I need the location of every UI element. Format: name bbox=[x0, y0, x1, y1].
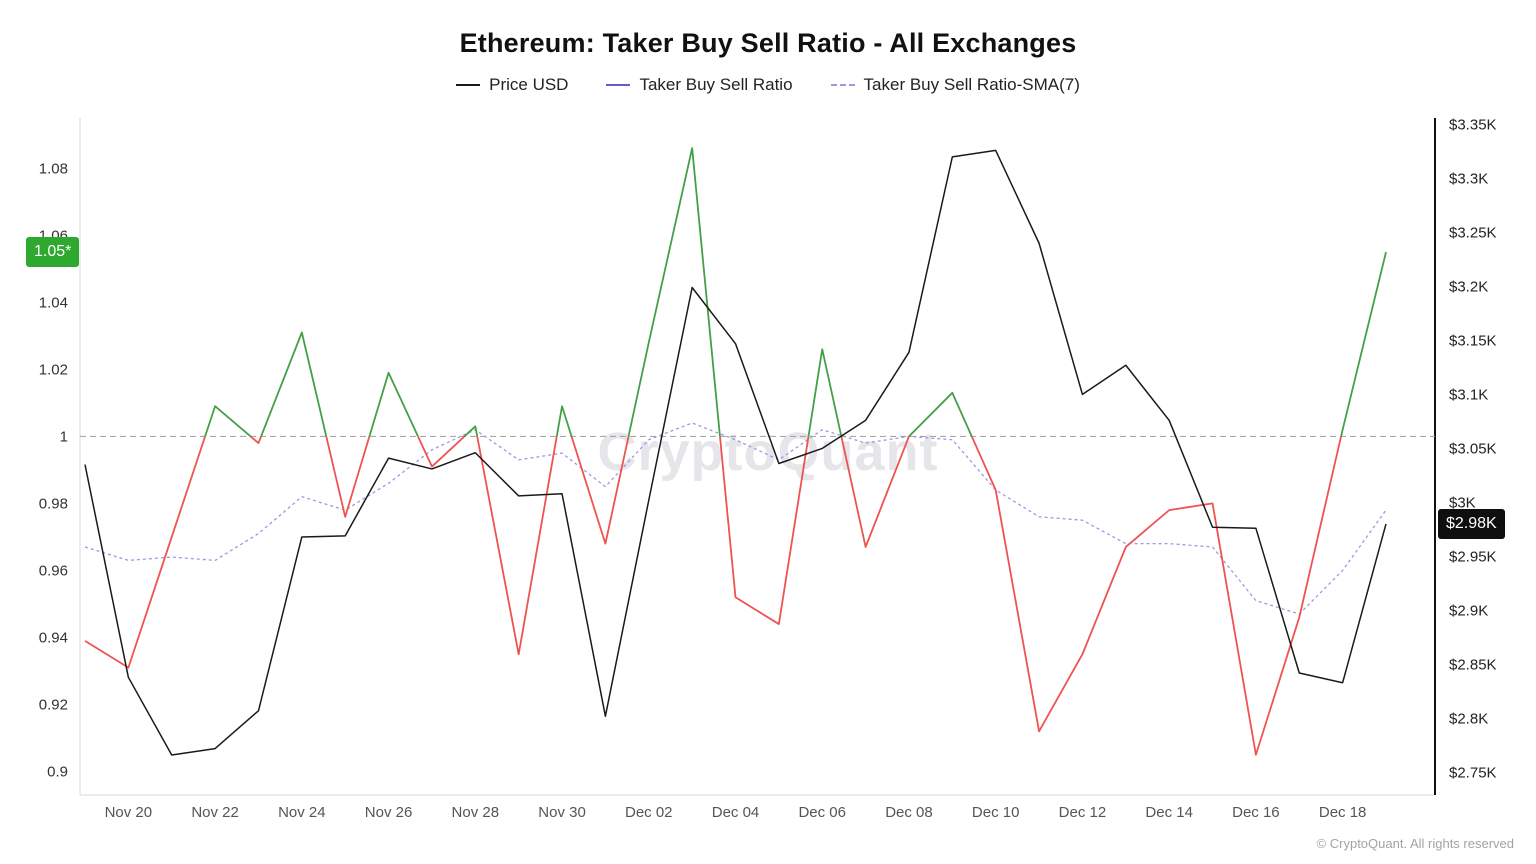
x-axis-tick-label: Dec 08 bbox=[885, 804, 933, 821]
x-axis-tick-label: Nov 24 bbox=[278, 804, 326, 821]
ratio-line-below-1 bbox=[84, 436, 1343, 756]
y-axis-left-tick-label: 1.08 bbox=[39, 160, 68, 177]
x-axis-tick-label: Nov 30 bbox=[538, 804, 586, 821]
y-axis-right-tick-label: $3.05K bbox=[1449, 440, 1497, 457]
sma-line-swatch bbox=[830, 84, 855, 86]
x-axis-tick-label: Nov 26 bbox=[365, 804, 413, 821]
ratio-line-swatch bbox=[606, 84, 631, 86]
legend-label-sma: Taker Buy Sell Ratio-SMA(7) bbox=[863, 75, 1080, 94]
page-title: Ethereum: Taker Buy Sell Ratio - All Exc… bbox=[459, 28, 1077, 58]
price-line-swatch bbox=[456, 84, 481, 86]
x-axis-tick-label: Dec 18 bbox=[1319, 804, 1367, 821]
y-axis-right-tick-label: $2.95K bbox=[1449, 548, 1497, 565]
price-last-value-badge: $2.98K bbox=[1438, 508, 1505, 539]
x-axis-tick-label: Nov 28 bbox=[452, 804, 500, 821]
x-axis-tick-label: Nov 20 bbox=[105, 804, 153, 821]
y-axis-right-tick-label: $3.1K bbox=[1449, 386, 1488, 403]
x-axis-tick-label: Dec 10 bbox=[972, 804, 1020, 821]
x-axis-tick-label: Dec 06 bbox=[798, 804, 846, 821]
sma-line bbox=[84, 422, 1387, 615]
x-axis-tick-label: Dec 16 bbox=[1232, 804, 1280, 821]
x-axis-tick-label: Dec 12 bbox=[1059, 804, 1107, 821]
legend-label-price: Price USD bbox=[489, 75, 569, 94]
x-axis-tick-label: Dec 04 bbox=[712, 804, 760, 821]
y-axis-right-tick-label: $2.9K bbox=[1449, 602, 1488, 619]
y-axis-left-tick-label: 0.92 bbox=[39, 697, 68, 714]
y-axis-right-tick-label: $3.15K bbox=[1449, 332, 1497, 349]
y-axis-left-tick-label: 1.02 bbox=[39, 361, 68, 378]
price-line bbox=[84, 149, 1387, 756]
y-axis-left-tick-label: 0.9 bbox=[47, 764, 68, 781]
chart-legend: Price USD Taker Buy Sell Ratio Taker Buy… bbox=[0, 75, 1536, 95]
y-axis-right-tick-label: $2.85K bbox=[1449, 656, 1497, 673]
y-axis-right-tick-label: $3.2K bbox=[1449, 278, 1488, 295]
y-axis-right-tick-label: $2.8K bbox=[1449, 710, 1488, 727]
y-axis-right-tick-label: $3.35K bbox=[1449, 116, 1497, 133]
y-axis-left-tick-label: 1 bbox=[60, 428, 68, 445]
x-axis-tick-label: Dec 02 bbox=[625, 804, 673, 821]
legend-item-price[interactable]: Price USD bbox=[456, 75, 568, 95]
y-axis-left-tick-label: 0.98 bbox=[39, 495, 68, 512]
y-axis-right-tick-label: $3.25K bbox=[1449, 224, 1497, 241]
y-axis-right-tick-label: $3K bbox=[1449, 494, 1476, 511]
y-axis-right-tick-label: $3.3K bbox=[1449, 170, 1488, 187]
copyright-notice: © CryptoQuant. All rights reserved bbox=[1316, 836, 1514, 851]
ratio-line-above-1 bbox=[204, 147, 1387, 437]
y-axis-left-tick-label: 0.94 bbox=[39, 629, 68, 646]
ratio-last-value-badge: 1.05* bbox=[26, 237, 80, 268]
legend-item-sma[interactable]: Taker Buy Sell Ratio-SMA(7) bbox=[830, 75, 1080, 95]
x-axis-tick-label: Dec 14 bbox=[1145, 804, 1193, 821]
legend-item-ratio[interactable]: Taker Buy Sell Ratio bbox=[606, 75, 793, 95]
x-axis-tick-label: Nov 22 bbox=[191, 804, 239, 821]
y-axis-left-tick-label: 1.04 bbox=[39, 294, 68, 311]
watermark: CryptoQuant bbox=[598, 422, 939, 482]
legend-label-ratio: Taker Buy Sell Ratio bbox=[639, 75, 793, 94]
y-axis-left-tick-label: 0.96 bbox=[39, 562, 68, 579]
y-axis-right-tick-label: $2.75K bbox=[1449, 764, 1497, 781]
